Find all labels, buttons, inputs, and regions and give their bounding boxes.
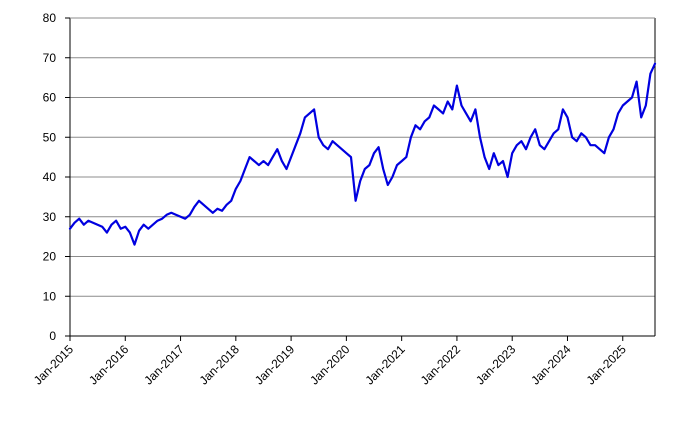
- y-tick-label: 0: [49, 329, 56, 343]
- x-tick-label: Jan-2025: [584, 342, 630, 388]
- series-layer: [68, 62, 657, 246]
- x-tick-label: Jan-2024: [528, 342, 574, 388]
- x-tick-label: Jan-2023: [473, 342, 519, 388]
- y-tick-label: 70: [43, 51, 57, 65]
- y-tick-label: 50: [43, 130, 57, 144]
- x-tick-label: Jan-2021: [362, 342, 408, 388]
- x-tick-label: Jan-2015: [31, 342, 77, 388]
- series-line-0: [68, 62, 657, 246]
- axes: [65, 17, 656, 341]
- x-axis-tick-labels: Jan-2015 Jan-2016 Jan-2017 Jan-2018 Jan-2019…: [31, 342, 629, 388]
- y-tick-label: 60: [43, 91, 57, 105]
- x-tick-label: Jan-2016: [86, 342, 132, 388]
- x-tick-label: Jan-2018: [197, 342, 243, 388]
- y-tick-label: 40: [43, 170, 57, 184]
- x-tick-label: Jan-2020: [307, 342, 353, 388]
- x-tick-label: Jan-2017: [141, 342, 187, 388]
- x-tick-label: Jan-2019: [252, 342, 298, 388]
- x-tick-label: Jan-2022: [418, 342, 464, 388]
- y-axis-tick-labels: 0 10 20 30 40 50 60 70 80: [43, 11, 57, 343]
- y-tick-label: 30: [43, 210, 57, 224]
- y-tick-label: 10: [43, 289, 57, 303]
- y-tick-label: 80: [43, 11, 57, 25]
- y-tick-label: 20: [43, 250, 57, 264]
- gridlines: [70, 17, 655, 297]
